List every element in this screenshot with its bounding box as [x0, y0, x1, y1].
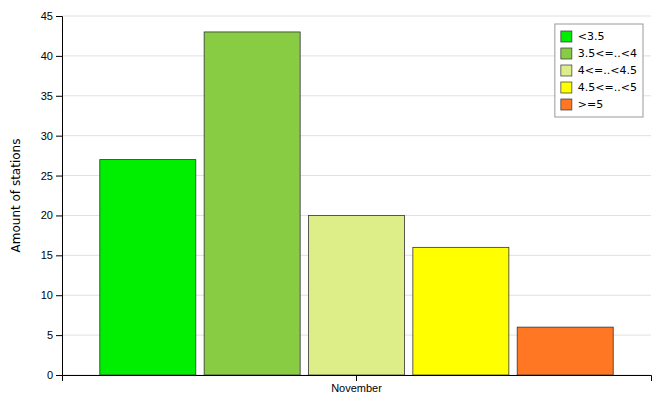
tick-label: 0 [47, 369, 53, 381]
legend-item: 3.5<=..<4 [561, 47, 637, 60]
y-axis: 0 5 10 15 20 25 30 35 40 45 [41, 10, 63, 381]
axis-line [63, 376, 652, 382]
tick-label: 10 [41, 289, 53, 301]
tick-label: 5 [47, 329, 53, 341]
tick: 45 [41, 10, 62, 22]
x-axis: November [63, 375, 652, 394]
tick-label: 20 [41, 209, 53, 221]
tick-label: 40 [41, 50, 53, 62]
tick-label: November [331, 382, 382, 394]
legend-label: 4<=..<4.5 [578, 64, 637, 77]
tick-mark [356, 375, 357, 381]
tick: 30 [41, 130, 62, 142]
bar [413, 247, 509, 375]
tick: 0 [47, 369, 62, 381]
tick-mark [56, 56, 62, 57]
axis-line [56, 17, 63, 376]
grid-line [62, 135, 651, 136]
legend-swatch [561, 48, 572, 59]
tick-mark [56, 176, 62, 177]
legend-item: 4.5<=..<5 [561, 81, 637, 94]
tick-mark [56, 136, 62, 137]
tick: 35 [41, 90, 62, 102]
chart: 0 5 10 15 20 25 30 35 40 45 November <3.5 3.5<=..<4 4… [0, 0, 667, 415]
legend-label: 4.5<=..<5 [578, 81, 637, 94]
legend-swatch [561, 65, 572, 76]
tick-mark [56, 96, 62, 97]
bar [517, 327, 613, 375]
tick: 15 [41, 249, 62, 261]
tick-mark [56, 16, 62, 17]
tick-label: 25 [41, 170, 53, 182]
tick-label: 35 [41, 90, 53, 102]
legend-item: <3.5 [561, 30, 605, 43]
bar [204, 32, 300, 375]
legend-item: 4<=..<4.5 [561, 64, 637, 77]
bars [100, 32, 613, 375]
bar [308, 215, 404, 375]
legend-label: >=5 [578, 98, 603, 111]
plot: 0 5 10 15 20 25 30 35 40 45 November <3.5 3.5<=..<4 4… [41, 10, 652, 394]
legend-swatch [561, 82, 572, 93]
tick: 25 [41, 170, 62, 182]
tick-mark [56, 335, 62, 336]
legend-frame [555, 24, 643, 117]
tick-label: 15 [41, 249, 53, 261]
tick-mark [56, 375, 62, 376]
tick: November [331, 375, 382, 394]
legend-label: <3.5 [578, 30, 605, 43]
y-axis-label: Amount of stations [9, 139, 23, 253]
legend-label: 3.5<=..<4 [578, 47, 637, 60]
tick: 20 [41, 209, 62, 221]
tick-mark [56, 255, 62, 256]
legend-swatch [561, 99, 572, 110]
grid [62, 16, 651, 375]
bar [100, 160, 196, 375]
legend-item: >=5 [561, 98, 603, 111]
tick-label: 45 [41, 10, 53, 22]
grid-line [62, 16, 651, 17]
tick: 40 [41, 50, 62, 62]
tick: 10 [41, 289, 62, 301]
tick: 5 [47, 329, 62, 341]
legend-swatch [561, 31, 572, 42]
tick-label: 30 [41, 130, 53, 142]
legend: <3.5 3.5<=..<4 4<=..<4.5 4.5<=..<5 >=5 [555, 24, 643, 117]
tick-mark [56, 215, 62, 216]
tick-mark [56, 295, 62, 296]
